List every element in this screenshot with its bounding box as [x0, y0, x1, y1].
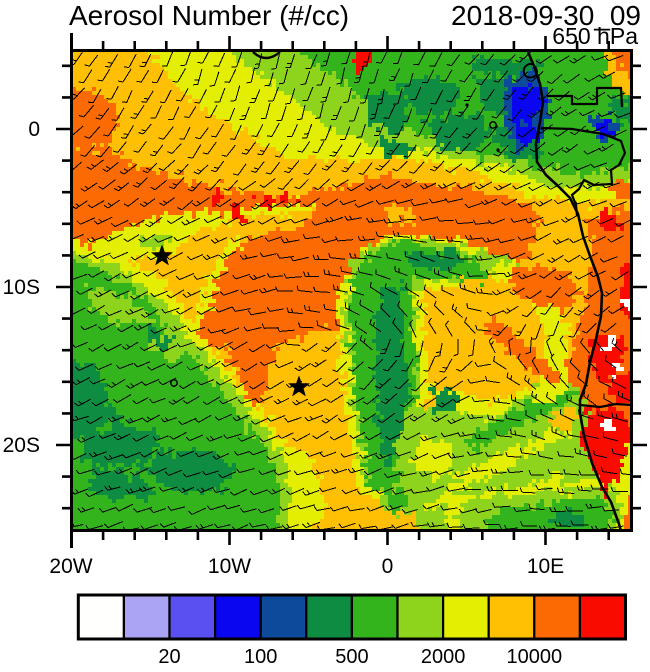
- svg-text:Aerosol Number (#/cc): Aerosol Number (#/cc): [69, 0, 349, 31]
- svg-text:10W: 10W: [208, 555, 251, 578]
- svg-text:0: 0: [382, 555, 394, 578]
- svg-text:10E: 10E: [527, 555, 564, 578]
- svg-text:20: 20: [158, 646, 180, 667]
- svg-text:10S: 10S: [3, 276, 40, 299]
- svg-text:20S: 20S: [3, 434, 40, 457]
- svg-text:0: 0: [28, 118, 40, 141]
- svg-text:100: 100: [244, 646, 277, 667]
- svg-text:2018-09-30_09: 2018-09-30_09: [451, 0, 641, 31]
- svg-text:20W: 20W: [49, 555, 92, 578]
- svg-text:2000: 2000: [421, 646, 466, 667]
- svg-text:10000: 10000: [506, 646, 562, 667]
- svg-text:500: 500: [335, 646, 368, 667]
- svg-text:650 hPa: 650 hPa: [552, 23, 638, 49]
